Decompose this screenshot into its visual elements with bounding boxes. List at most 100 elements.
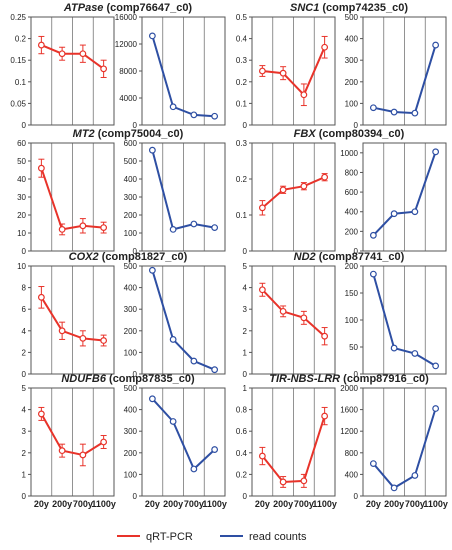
y-tick-label: 0.1	[15, 78, 27, 87]
data-point	[279, 478, 287, 486]
series-line	[41, 44, 105, 70]
chart-title-comp: (comp87835_c0)	[106, 373, 195, 385]
y-tick-label: 1600	[340, 406, 358, 415]
series-line	[372, 408, 437, 490]
series-line	[262, 46, 326, 97]
series-line	[372, 273, 437, 367]
x-tick-label: 700y	[184, 499, 204, 509]
y-tick-label: 0.5	[236, 13, 248, 22]
data-point	[432, 41, 440, 49]
data-point	[37, 293, 45, 301]
y-tick-label: 8000	[119, 67, 137, 76]
data-point	[211, 224, 219, 232]
data-point	[390, 210, 398, 218]
y-tick-label: 600	[345, 188, 359, 197]
y-tick-label: 0.2	[236, 470, 248, 479]
chart-title-gene: ND2	[294, 251, 316, 263]
read-counts-plot: 0 100 200 300 400 500	[345, 13, 447, 130]
y-tick-label: 1200	[340, 427, 358, 436]
chart-title-comp: (comp87741_c0)	[316, 251, 405, 263]
y-tick-label: 100	[345, 99, 359, 108]
data-point	[79, 451, 87, 459]
plot-frame	[30, 387, 115, 497]
y-tick-label: 500	[345, 13, 359, 22]
y-tick-label: 0.25	[10, 13, 26, 22]
data-point	[300, 182, 308, 190]
series-line	[40, 296, 104, 342]
y-tick-label: 0	[22, 492, 27, 501]
data-point	[279, 307, 287, 315]
data-point	[37, 410, 45, 418]
y-tick-label: 0.3	[236, 56, 248, 65]
y-tick-label: 0	[354, 492, 359, 501]
series-line	[261, 176, 325, 209]
y-tick-label: 4000	[119, 94, 137, 103]
data-point	[300, 314, 308, 322]
chart-title-gene: ATPase	[63, 2, 104, 14]
y-tick-label: 2000	[340, 384, 358, 393]
data-point	[300, 477, 308, 485]
data-point	[58, 327, 66, 335]
read-counts-plot: 0 100 200 300 400 500 600	[124, 139, 226, 256]
y-tick-label: 800	[345, 449, 359, 458]
y-tick-label: 5	[243, 262, 248, 271]
y-tick-label: 600	[124, 139, 138, 148]
plot-frame	[30, 16, 115, 126]
y-tick-label: 4	[243, 284, 248, 293]
y-tick-label: 0	[133, 121, 138, 130]
chart-title-comp: (comp75004_c0)	[95, 128, 184, 140]
series-line	[151, 35, 215, 118]
read-counts-plot: 0 50 100 150 200	[345, 262, 447, 379]
chart-title-gene: NDUFB6	[61, 373, 106, 385]
data-point	[321, 173, 329, 181]
data-point	[79, 222, 87, 230]
y-tick-label: 100	[345, 316, 359, 325]
y-tick-label: 200	[345, 227, 359, 236]
x-tick-label: 1100y	[202, 499, 227, 509]
data-point	[300, 91, 308, 99]
x-tick-label: 20y	[34, 499, 49, 509]
y-tick-label: 2	[22, 348, 27, 357]
x-tick-label: 1100y	[312, 499, 337, 509]
y-tick-label: 0.2	[15, 35, 27, 44]
plot-frame	[141, 265, 226, 375]
chart-title-gene: SNC1	[290, 2, 319, 14]
y-tick-label: 400	[124, 406, 138, 415]
y-tick-label: 0.8	[236, 406, 248, 415]
y-tick-label: 2	[22, 449, 27, 458]
y-tick-label: 800	[345, 168, 359, 177]
x-tick-label: 700y	[405, 499, 425, 509]
data-point	[58, 447, 66, 455]
chart-title: NDUFB6 (comp87835_c0)	[61, 373, 195, 385]
y-tick-label: 1	[243, 384, 248, 393]
data-point	[100, 224, 108, 232]
chart-title-gene: COX2	[69, 251, 99, 263]
y-tick-label: 0.1	[236, 211, 248, 220]
read-counts-plot: 0 200 400 600 800 1000	[340, 142, 447, 256]
plot-frame	[251, 387, 336, 497]
chart-title-gene: FBX	[294, 128, 317, 140]
y-tick-label: 3	[243, 305, 248, 314]
y-tick-label: 400	[345, 208, 359, 217]
qrt-pcr-plot: 0 10 20 30 40 50 60	[17, 139, 115, 256]
y-tick-label: 1	[243, 348, 248, 357]
y-tick-label: 50	[349, 343, 358, 352]
y-tick-label: 0	[354, 370, 359, 379]
y-tick-label: 0	[243, 492, 248, 501]
data-point	[100, 438, 108, 446]
y-tick-label: 0.1	[236, 99, 248, 108]
y-tick-label: 200	[124, 449, 138, 458]
y-tick-label: 400	[124, 175, 138, 184]
data-point	[190, 465, 198, 473]
data-point	[58, 225, 66, 233]
y-tick-label: 200	[345, 262, 359, 271]
y-tick-label: 30	[17, 193, 26, 202]
data-point	[148, 266, 156, 274]
qrt-pcr-plot: 0 1 2 3 4 5	[22, 384, 115, 501]
y-tick-label: 300	[124, 193, 138, 202]
y-tick-label: 300	[124, 305, 138, 314]
data-point	[169, 336, 177, 343]
y-tick-label: 0.2	[236, 78, 248, 87]
x-tick-label: 200y	[163, 499, 183, 509]
